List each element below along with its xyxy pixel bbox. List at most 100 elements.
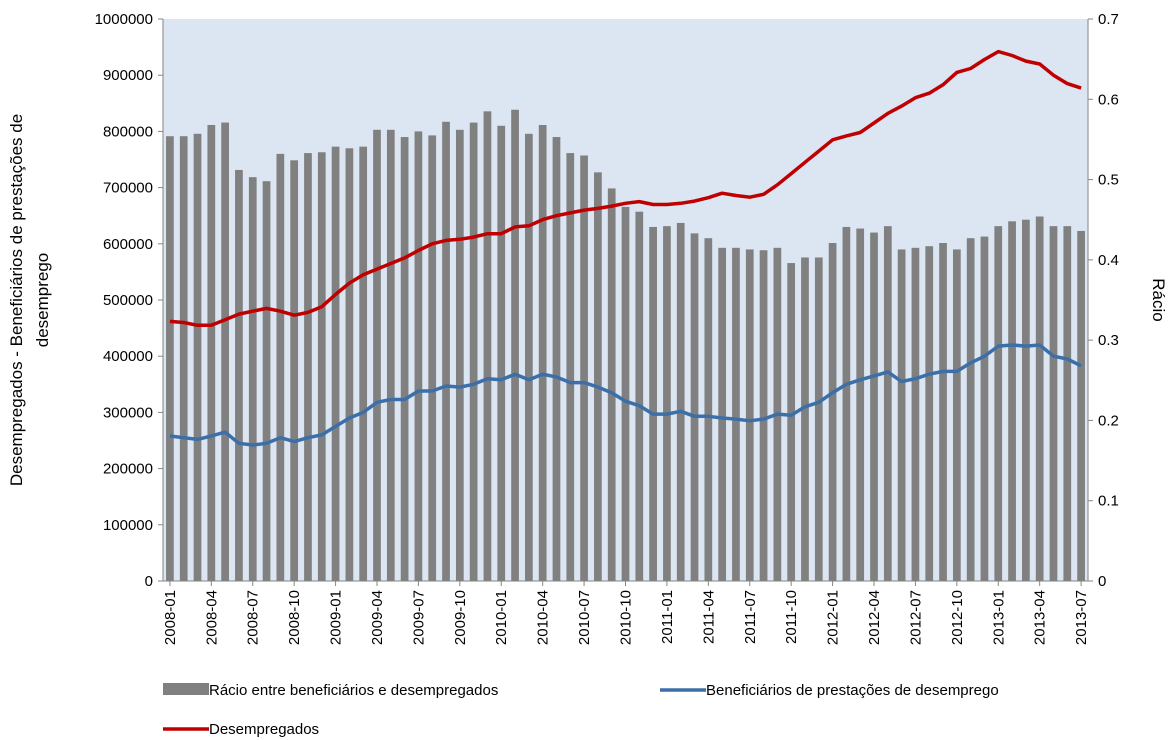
x-tick-label: 2010-01 — [493, 590, 510, 645]
bar — [386, 129, 395, 581]
bar — [801, 257, 809, 581]
bar — [414, 131, 423, 581]
y-tick-label: 1000000 — [95, 11, 153, 28]
bar — [856, 228, 865, 581]
y2-axis-title: Rácio — [1149, 278, 1168, 321]
x-tick-label: 2009-01 — [328, 590, 345, 645]
bar — [966, 238, 975, 581]
bar — [842, 226, 851, 581]
x-tick-label: 2013-04 — [1032, 590, 1049, 645]
bar — [221, 122, 229, 581]
bar — [373, 129, 381, 581]
y-tick-label: 700000 — [103, 180, 153, 197]
y-tick-label: 600000 — [103, 236, 153, 253]
x-tick-label: 2010-10 — [618, 590, 635, 645]
bar — [649, 226, 657, 581]
x-tick-label: 2008-10 — [286, 590, 303, 645]
line — [169, 343, 1082, 447]
y2-tick-label: 0.7 — [1098, 11, 1119, 28]
y-tick-label: 300000 — [103, 404, 153, 421]
legend-label: Desempregados — [209, 721, 319, 738]
bar — [663, 226, 671, 581]
y2-tick-label: 0.3 — [1098, 332, 1119, 349]
bar — [359, 146, 368, 581]
x-tick-label: 2012-01 — [825, 590, 842, 645]
bar — [1035, 216, 1044, 581]
bar — [1022, 219, 1030, 581]
bar — [1077, 230, 1085, 581]
bar — [442, 121, 450, 581]
bar — [911, 247, 920, 582]
bar — [235, 169, 243, 582]
bar — [566, 153, 575, 581]
x-tick-label: 2008-07 — [245, 590, 262, 645]
bar — [166, 136, 174, 581]
bar — [759, 250, 768, 582]
bar — [179, 136, 188, 581]
y-tick-label: 500000 — [103, 292, 153, 309]
bar — [304, 153, 312, 581]
bar — [925, 246, 934, 582]
legend-label: Beneficiários de prestações de desempreg… — [706, 682, 999, 699]
bar — [524, 133, 533, 581]
x-tick-label: 2008-01 — [162, 590, 179, 645]
bar — [952, 249, 961, 582]
bar — [704, 238, 713, 581]
y2-tick-label: 0 — [1098, 573, 1106, 590]
bar — [883, 226, 892, 581]
x-tick-label: 2009-07 — [410, 590, 427, 645]
y-tick-label: 900000 — [103, 67, 153, 84]
bar — [594, 172, 602, 582]
bar — [455, 129, 464, 581]
x-tick-label: 2011-10 — [783, 590, 800, 644]
bar — [483, 111, 492, 581]
y-tick-label: 400000 — [103, 348, 153, 365]
x-tick-label: 2013-01 — [990, 590, 1007, 645]
bar — [290, 160, 299, 581]
bar — [1008, 221, 1016, 581]
bar — [331, 146, 340, 581]
y-tick-label: 800000 — [103, 123, 153, 140]
x-tick-label: 2012-10 — [949, 590, 966, 645]
bar — [497, 125, 506, 581]
y-tick-label: 200000 — [103, 461, 153, 478]
bar — [580, 155, 588, 581]
y2-tick-label: 0.2 — [1098, 412, 1119, 429]
x-tick-label: 2008-04 — [203, 590, 220, 645]
x-tick-label: 2010-07 — [576, 590, 593, 645]
bar — [193, 133, 202, 581]
bar — [262, 181, 271, 582]
bar — [621, 206, 630, 581]
y2-tick-label: 0.4 — [1098, 252, 1119, 269]
bar — [1063, 226, 1072, 581]
bar — [428, 135, 437, 581]
bar — [939, 242, 947, 582]
bar — [276, 153, 285, 581]
y-axis-title: Desempregados - Beneficiários de prestaç… — [7, 114, 26, 486]
bar — [787, 263, 796, 581]
x-tick-label: 2010-04 — [535, 590, 552, 645]
x-tick-label: 2009-04 — [369, 590, 386, 645]
bar — [732, 247, 740, 582]
x-tick-label: 2011-07 — [742, 590, 759, 644]
bar — [897, 249, 906, 582]
x-tick-label: 2009-10 — [452, 590, 469, 645]
bar — [745, 249, 754, 582]
y-axis-title: desemprego — [33, 253, 52, 348]
y2-tick-label: 0.6 — [1098, 91, 1119, 108]
bar — [207, 124, 216, 581]
bar — [248, 177, 257, 582]
line — [169, 49, 1082, 328]
x-tick-label: 2011-04 — [700, 590, 717, 644]
bar — [828, 242, 837, 582]
x-tick-label: 2013-07 — [1073, 590, 1090, 645]
bar — [676, 222, 685, 581]
y2-tick-label: 0.5 — [1098, 172, 1119, 189]
bar — [690, 233, 699, 581]
x-tick-label: 2012-04 — [866, 590, 883, 645]
bar — [980, 236, 989, 581]
bar — [552, 137, 561, 581]
bar — [1049, 226, 1058, 581]
bar — [994, 226, 1003, 581]
